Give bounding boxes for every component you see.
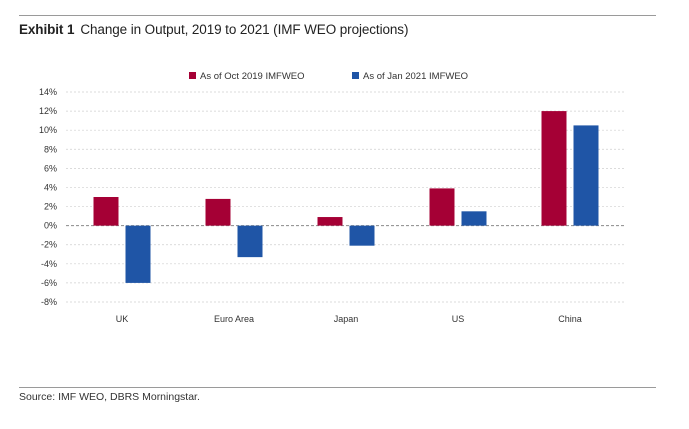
gridlines: [66, 91, 626, 303]
y-tick-label: 14%: [39, 87, 57, 97]
bar-jan2021-japan: [349, 225, 375, 246]
bar-oct2019-euro-area: [205, 198, 231, 226]
y-tick-label: -4%: [41, 259, 57, 269]
x-tick-label: Japan: [334, 314, 359, 324]
bars: [93, 111, 599, 283]
y-tick-label: -2%: [41, 240, 57, 250]
y-tick-label: 12%: [39, 106, 57, 116]
y-tick-label: 8%: [44, 144, 57, 154]
legend-label: As of Jan 2021 IMFWEO: [363, 71, 468, 82]
exhibit-label: Exhibit 1: [19, 22, 75, 37]
bar-jan2021-euro-area: [237, 225, 263, 258]
top-rule: [19, 15, 656, 16]
x-tick-label: UK: [116, 314, 129, 324]
chart-title: Change in Output, 2019 to 2021 (IMF WEO …: [80, 22, 409, 37]
y-axis: 14% 12% 10% 8% 6% 4% 2% 0% -2% -4% -6% -8%: [39, 87, 57, 307]
y-tick-label: 0%: [44, 221, 57, 231]
y-tick-label: 6%: [44, 163, 57, 173]
bar-jan2021-uk: [125, 225, 151, 283]
x-tick-label: Euro Area: [214, 314, 254, 324]
y-tick-label: -6%: [41, 278, 57, 288]
legend-swatch: [189, 72, 196, 79]
exhibit-title: Exhibit 1 Change in Output, 2019 to 2021 …: [19, 22, 408, 37]
legend-swatch: [352, 72, 359, 79]
x-tick-label: China: [558, 314, 582, 324]
bottom-rule: [19, 387, 656, 388]
y-tick-label: -8%: [41, 297, 57, 307]
bar-oct2019-china: [541, 111, 567, 226]
legend-label: As of Oct 2019 IMFWEO: [200, 71, 305, 82]
bar-oct2019-us: [429, 188, 455, 226]
bar-jan2021-us: [461, 211, 487, 226]
bar-jan2021-china: [573, 125, 599, 226]
y-tick-label: 4%: [44, 182, 57, 192]
bar-oct2019-japan: [317, 217, 343, 226]
source-note: Source: IMF WEO, DBRS Morningstar.: [19, 391, 200, 403]
y-tick-label: 2%: [44, 202, 57, 212]
x-axis: UK Euro Area Japan US China: [116, 314, 582, 324]
legend: As of Oct 2019 IMFWEO As of Jan 2021 IMFW…: [189, 71, 468, 82]
y-tick-label: 10%: [39, 125, 57, 135]
x-tick-label: US: [452, 314, 465, 324]
bar-oct2019-uk: [93, 197, 119, 226]
